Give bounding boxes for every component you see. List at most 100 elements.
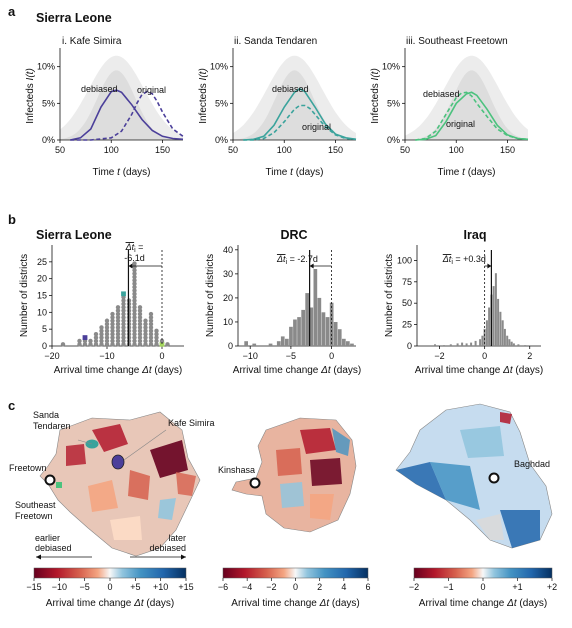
kafe-simira-highlight: [111, 454, 125, 470]
label-baghdad: Baghdad: [514, 459, 550, 469]
ensemble-band-inner: [60, 70, 183, 140]
district-dot: [77, 342, 82, 347]
series-original: [70, 90, 184, 141]
district-dot: [148, 342, 154, 347]
district-dot: [132, 321, 137, 327]
district-dot: [121, 328, 126, 334]
district-dot: [110, 342, 115, 347]
colorbar-tick-label: 2: [317, 582, 322, 592]
y-tick-label: 75: [402, 277, 412, 287]
x-axis-label: Time t (days): [266, 167, 324, 178]
district-dot: [137, 318, 143, 323]
district-dot: [137, 321, 143, 327]
x-tick-label: 100: [449, 145, 464, 155]
histogram-bar: [465, 343, 468, 346]
district-dot: [148, 311, 154, 317]
histogram-bar: [276, 341, 281, 346]
district-dot: [121, 311, 126, 317]
x-axis-label: Time t (days): [93, 167, 151, 178]
panel-c-letter: c: [8, 398, 15, 413]
label-later: later: [168, 533, 186, 543]
label-debiased: debiased: [272, 84, 309, 94]
colorbar-tick-label: +10: [153, 582, 168, 592]
colorbar-tick-label: 0: [107, 582, 112, 592]
histogram-bar: [494, 273, 497, 346]
district-dot: [121, 315, 126, 320]
panel-b-title: Sierra Leone: [36, 228, 112, 242]
district-dot: [165, 342, 170, 347]
district-dot: [104, 321, 110, 327]
histogram-bar: [492, 286, 495, 346]
district-dot: [88, 342, 93, 347]
district-dot: [154, 342, 159, 347]
x-tick-label: 100: [277, 145, 292, 155]
district-dot: [121, 335, 126, 340]
district-dot: [93, 332, 99, 337]
y-tick-label: 10: [223, 317, 233, 327]
district-dot: [99, 342, 104, 347]
district-dot: [104, 325, 110, 330]
colorbar-drc: −6 −4 −2 0 2 4 6 Arrival time change Δt (days): [218, 567, 371, 609]
panel-b-histogram-drc: DRC −10 −5 0 0 10 20 30 40 Δti = -2.7d Arrival ti…: [205, 228, 361, 376]
district-dot: [121, 308, 126, 313]
district-dot: [132, 305, 137, 310]
histogram-bar: [456, 343, 459, 346]
district-dot: [148, 335, 154, 340]
district-dot: [60, 342, 66, 347]
district-dot: [143, 332, 148, 337]
label-tendaren: Tendaren: [33, 421, 71, 431]
district-dot: [132, 315, 137, 320]
y-tick-label: 30: [223, 269, 233, 279]
label-southeast: Southeast: [15, 500, 56, 510]
colorbar-tick-label: −6: [218, 582, 228, 592]
district-dot: [110, 325, 115, 330]
series-original: [243, 104, 357, 141]
x-tick-label: −20: [44, 351, 59, 361]
histogram-bar: [285, 338, 289, 346]
y-tick-label: 5%: [215, 98, 228, 108]
district-dot: [143, 325, 148, 330]
colorbar-tick-label: +1: [512, 582, 522, 592]
district-dot: [143, 328, 148, 334]
histogram-bar: [317, 297, 322, 346]
district-dot: [121, 298, 126, 303]
district-dot-highlight: [159, 341, 165, 347]
x-tick-label: 150: [500, 145, 515, 155]
district-dot: [148, 332, 154, 337]
panel-a-chart-sanda-tendaren: ii. Sanda Tendaren 50 100 150 0% 5% 10% debias…: [198, 36, 357, 178]
label-kinshasa: Kinshasa: [218, 465, 255, 475]
colorbar-tick-label: −2: [409, 582, 419, 592]
label-earlier: earlier: [35, 533, 60, 543]
colorbar-tick-label: −10: [52, 582, 67, 592]
district-dot: [132, 291, 137, 297]
label-debiased: debiased: [81, 84, 118, 94]
y-axis-label: Number of districts: [205, 254, 216, 337]
histogram-bar: [301, 309, 305, 346]
district-dot: [132, 278, 137, 283]
map-sierra-leone: Sanda Tendaren Kafe Simira Freetown Sout…: [9, 410, 215, 560]
district-dot: [132, 301, 137, 307]
y-tick-label: 10%: [382, 62, 400, 72]
y-tick-label: 15: [37, 291, 47, 301]
district-dot: [99, 332, 104, 337]
district-dot: [143, 338, 148, 344]
district-dot: [110, 315, 115, 320]
panel-b-title: Iraq: [464, 228, 487, 242]
district-dot: [154, 338, 159, 344]
kinshasa-marker: [249, 477, 261, 489]
district-dot: [110, 328, 115, 334]
district-dot: [137, 335, 143, 340]
histogram-bar: [461, 342, 464, 346]
colorbar-tick-label: −5: [80, 582, 90, 592]
x-axis-label: Time t (days): [438, 167, 496, 178]
histogram-bar: [503, 328, 506, 346]
x-tick-label: 0: [482, 351, 487, 361]
label-kafe-simira: Kafe Simira: [168, 418, 215, 428]
histogram-bar: [474, 340, 477, 346]
district-dot: [132, 268, 137, 273]
histogram-bar: [244, 341, 248, 346]
colorbar-tick-label: +15: [178, 582, 193, 592]
x-tick-label: 50: [55, 145, 65, 155]
shift-arrowhead: [487, 263, 492, 269]
